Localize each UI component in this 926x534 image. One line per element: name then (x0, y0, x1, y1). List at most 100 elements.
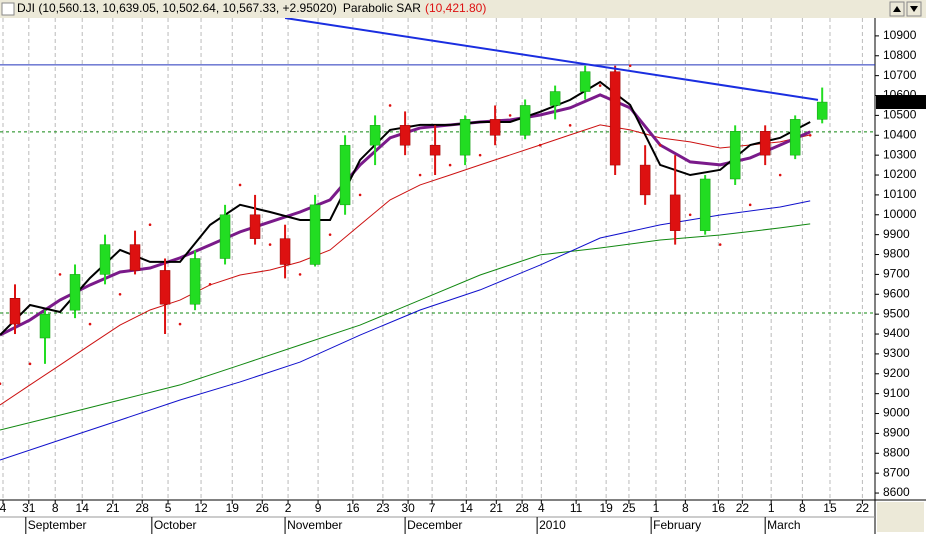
y-tick-label: 8600 (883, 485, 910, 499)
x-tick-label: 4 (538, 501, 545, 515)
sar-dot (328, 233, 332, 236)
corner (877, 502, 924, 532)
y-tick-label: 9400 (883, 326, 910, 340)
y-tick-label: 9900 (883, 227, 910, 241)
x-tick-label: 7 (429, 501, 436, 515)
sar-dot (508, 114, 512, 117)
candle-body (729, 131, 741, 180)
ma-line (0, 124, 811, 406)
candle-body (669, 194, 681, 231)
sar-dot (778, 173, 782, 177)
y-tick-label: 9600 (883, 286, 910, 300)
x-tick-label: 28 (515, 501, 529, 515)
y-tick-label: 10500 (883, 108, 917, 122)
arrow-up (893, 6, 901, 12)
x-tick-label: 25 (622, 501, 636, 515)
x-tick-label: 14 (76, 501, 90, 515)
candle-body (159, 270, 171, 305)
last-price-label: 10567.33 (879, 94, 926, 108)
candle-body (609, 71, 621, 166)
sar-dot (748, 203, 752, 207)
candle-body (759, 131, 771, 156)
x-tick-label: 22 (856, 501, 870, 515)
candle-body (249, 214, 261, 239)
sar-dot (88, 322, 92, 326)
y-tick-label: 10100 (883, 187, 917, 201)
month-label: March (767, 518, 800, 532)
x-tick-label: 5 (165, 501, 172, 515)
candle-body (789, 119, 801, 156)
y-tick-label: 10300 (883, 147, 917, 161)
y-tick-label: 9700 (883, 267, 910, 281)
x-tick-label: 22 (736, 501, 750, 515)
y-tick-label: 9800 (883, 247, 910, 261)
candle-body (309, 204, 321, 265)
icon (1, 2, 15, 16)
month-label: September (28, 518, 87, 532)
candle-body (99, 244, 111, 275)
y-tick-label: 9100 (883, 386, 910, 400)
candle-body (189, 258, 201, 305)
sar-dot (418, 173, 422, 177)
indicator: Parabolic SAR (343, 1, 421, 15)
plot-layer (0, 18, 875, 500)
candle-body (129, 244, 141, 271)
x-tick-label: 8 (52, 501, 59, 515)
x-tick-label: 8 (682, 501, 689, 515)
y-tick-label: 8800 (883, 445, 910, 459)
x-tick-label: 31 (22, 501, 36, 515)
candle-body (339, 144, 351, 206)
y-tick-label: 9500 (883, 306, 910, 320)
last-price-box (876, 95, 926, 110)
indicator-value: (10,421.80) (425, 1, 486, 15)
candle-body (399, 125, 411, 146)
month-label: November (287, 518, 342, 532)
candle-body (219, 214, 231, 259)
y-tick-label: 10700 (883, 68, 917, 82)
candle-body (489, 119, 501, 136)
y-tick-label: 10800 (883, 48, 917, 62)
sar-dot (58, 273, 62, 276)
sar-dot (478, 153, 482, 157)
x-tick-label: 12 (194, 501, 208, 515)
candle-body (549, 91, 561, 106)
y-tick-label: 10000 (883, 207, 917, 221)
sar-dot (688, 213, 692, 217)
sar-dot (238, 183, 242, 187)
month-label: December (407, 518, 462, 532)
sar-dot (658, 143, 662, 147)
sar-dot (28, 362, 32, 366)
x-tick-label: 21 (490, 501, 504, 515)
sar-dot (298, 273, 302, 276)
y-tick-label: 9000 (883, 406, 910, 420)
title-bar (0, 0, 926, 18)
y-tick-label: 8700 (883, 465, 910, 479)
y-tick-label: 10900 (883, 28, 917, 42)
month-label: 2010 (539, 518, 566, 532)
x-tick-label: 16 (712, 501, 726, 515)
sar-dot (0, 382, 2, 386)
sar-dot (718, 243, 722, 246)
month-label: October (154, 518, 197, 532)
y-tick-label: 10400 (883, 127, 917, 141)
sar-dot (118, 292, 122, 296)
x-tick-label: 26 (256, 501, 270, 515)
sar-dot (388, 104, 392, 107)
sar-dot (268, 243, 272, 246)
plot-area (0, 18, 875, 500)
ma-line (0, 223, 811, 431)
sar-dot (148, 223, 152, 227)
sar-dot (358, 193, 362, 197)
candle-body (816, 101, 828, 120)
sar-dot (448, 163, 452, 167)
x-tick-label: 8 (799, 501, 806, 515)
x-tick-label: 14 (460, 501, 474, 515)
x-tick-label: 19 (226, 501, 240, 515)
header: DJI (10,560.13, 10,639.05, 10,502.64, 10… (17, 1, 486, 15)
candle-body (279, 238, 291, 265)
candle-body (429, 144, 441, 156)
sar-dot (568, 124, 572, 127)
candle-body (369, 125, 381, 146)
candle-body (69, 274, 81, 311)
